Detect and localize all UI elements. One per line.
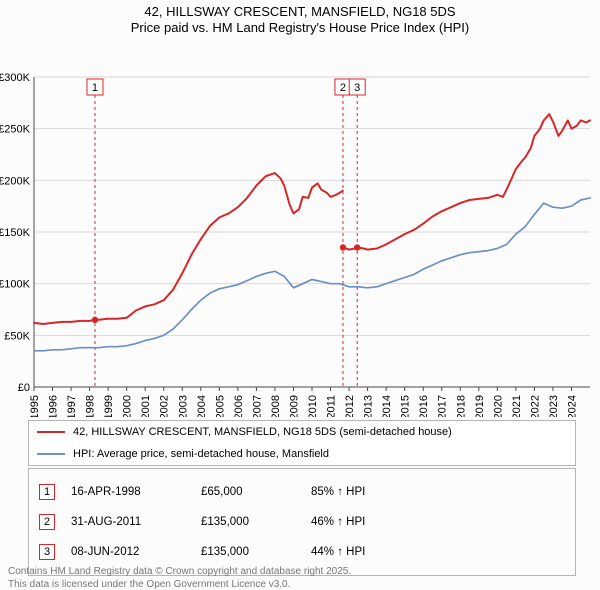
y-tick-label: £300K <box>0 72 31 84</box>
x-tick-label: 2021 <box>511 395 523 417</box>
x-tick-label: 2000 <box>122 395 134 417</box>
event-price: £65,000 <box>201 486 311 498</box>
event-marker-number: 1 <box>92 82 98 94</box>
series-price_paid_seg3 <box>357 114 590 249</box>
x-tick-label: 2022 <box>529 395 541 417</box>
chart-title: 42, HILLSWAY CRESCENT, MANSFIELD, NG18 5… <box>0 0 600 37</box>
event-marker-number: 3 <box>354 82 360 94</box>
x-tick-label: 2008 <box>270 395 282 417</box>
footer-attribution: Contains HM Land Registry data © Crown c… <box>8 566 351 590</box>
event-hpi: 85% ↑ HPI <box>311 486 565 498</box>
y-tick-label: £150K <box>0 227 31 239</box>
x-tick-label: 1999 <box>103 395 115 417</box>
x-tick-label: 2003 <box>177 395 189 417</box>
x-tick-label: 2014 <box>381 395 393 417</box>
x-tick-label: 2001 <box>140 395 152 417</box>
x-tick-label: 2009 <box>288 395 300 417</box>
x-tick-label: 2015 <box>400 395 412 417</box>
x-tick-label: 2012 <box>344 395 356 417</box>
x-tick-label: 2007 <box>251 395 263 417</box>
x-tick-label: 2019 <box>474 395 486 417</box>
event-marker-icon: 2 <box>39 514 55 530</box>
legend-swatch <box>37 431 65 433</box>
y-tick-label: £50K <box>4 330 30 342</box>
event-marker-number: 2 <box>340 82 346 94</box>
event-row: 1 16-APR-1998£65,00085% ↑ HPI <box>39 477 565 507</box>
x-tick-label: 1995 <box>29 395 41 417</box>
x-tick-label: 2024 <box>566 395 578 417</box>
event-point <box>354 244 360 250</box>
event-hpi: 46% ↑ HPI <box>311 516 565 528</box>
event-marker-icon: 3 <box>39 544 55 560</box>
y-tick-label: £0 <box>18 382 30 394</box>
title-line-1: 42, HILLSWAY CRESCENT, MANSFIELD, NG18 5… <box>0 4 600 20</box>
price-chart: £0 £50K £100K £150K £200K £250K £300K 1995 1996 1… <box>0 37 600 417</box>
x-tick-label: 2004 <box>196 395 208 417</box>
legend: 42, HILLSWAY CRESCENT, MANSFIELD, NG18 5… <box>28 420 576 466</box>
x-tick-label: 2013 <box>363 395 375 417</box>
series-price_paid <box>34 173 343 324</box>
title-line-2: Price paid vs. HM Land Registry's House … <box>0 20 600 36</box>
y-tick-label: £200K <box>0 175 31 187</box>
legend-label: HPI: Average price, semi-detached house,… <box>73 448 329 460</box>
event-point <box>340 244 346 250</box>
legend-row: 42, HILLSWAY CRESCENT, MANSFIELD, NG18 5… <box>29 421 575 443</box>
x-tick-label: 2023 <box>548 395 560 417</box>
footer-line-1: Contains HM Land Registry data © Crown c… <box>8 566 351 579</box>
legend-swatch <box>37 453 65 455</box>
x-tick-label: 2016 <box>418 395 430 417</box>
x-tick-label: 2020 <box>492 395 504 417</box>
footer-line-2: This data is licensed under the Open Gov… <box>8 579 351 590</box>
event-date: 31-AUG-2011 <box>71 516 201 528</box>
x-tick-label: 1996 <box>48 395 60 417</box>
x-tick-label: 2018 <box>455 395 467 417</box>
x-tick-label: 2010 <box>307 395 319 417</box>
legend-label: 42, HILLSWAY CRESCENT, MANSFIELD, NG18 5… <box>73 426 452 438</box>
legend-row: HPI: Average price, semi-detached house,… <box>29 443 575 465</box>
x-tick-label: 2011 <box>326 395 338 417</box>
series-hpi <box>34 197 590 350</box>
events-table: 1 16-APR-1998£65,00085% ↑ HPI 2 31-AUG-2011… <box>28 468 576 576</box>
event-hpi: 44% ↑ HPI <box>311 546 565 558</box>
event-price: £135,000 <box>201 516 311 528</box>
event-row: 3 08-JUN-2012£135,00044% ↑ HPI <box>39 537 565 567</box>
event-price: £135,000 <box>201 546 311 558</box>
event-row: 2 31-AUG-2011£135,00046% ↑ HPI <box>39 507 565 537</box>
x-tick-label: 2005 <box>214 395 226 417</box>
chart-container: { "title": { "line1": "42, HILLSWAY CRES… <box>0 0 600 590</box>
x-tick-label: 2002 <box>159 395 171 417</box>
x-tick-label: 1998 <box>85 395 97 417</box>
x-tick-label: 2017 <box>437 395 449 417</box>
event-date: 08-JUN-2012 <box>71 546 201 558</box>
y-tick-label: £250K <box>0 123 31 135</box>
event-date: 16-APR-1998 <box>71 486 201 498</box>
x-tick-label: 2006 <box>233 395 245 417</box>
x-tick-label: 1997 <box>66 395 78 417</box>
event-marker-icon: 1 <box>39 484 55 500</box>
event-point <box>92 316 98 322</box>
y-tick-label: £100K <box>0 278 31 290</box>
